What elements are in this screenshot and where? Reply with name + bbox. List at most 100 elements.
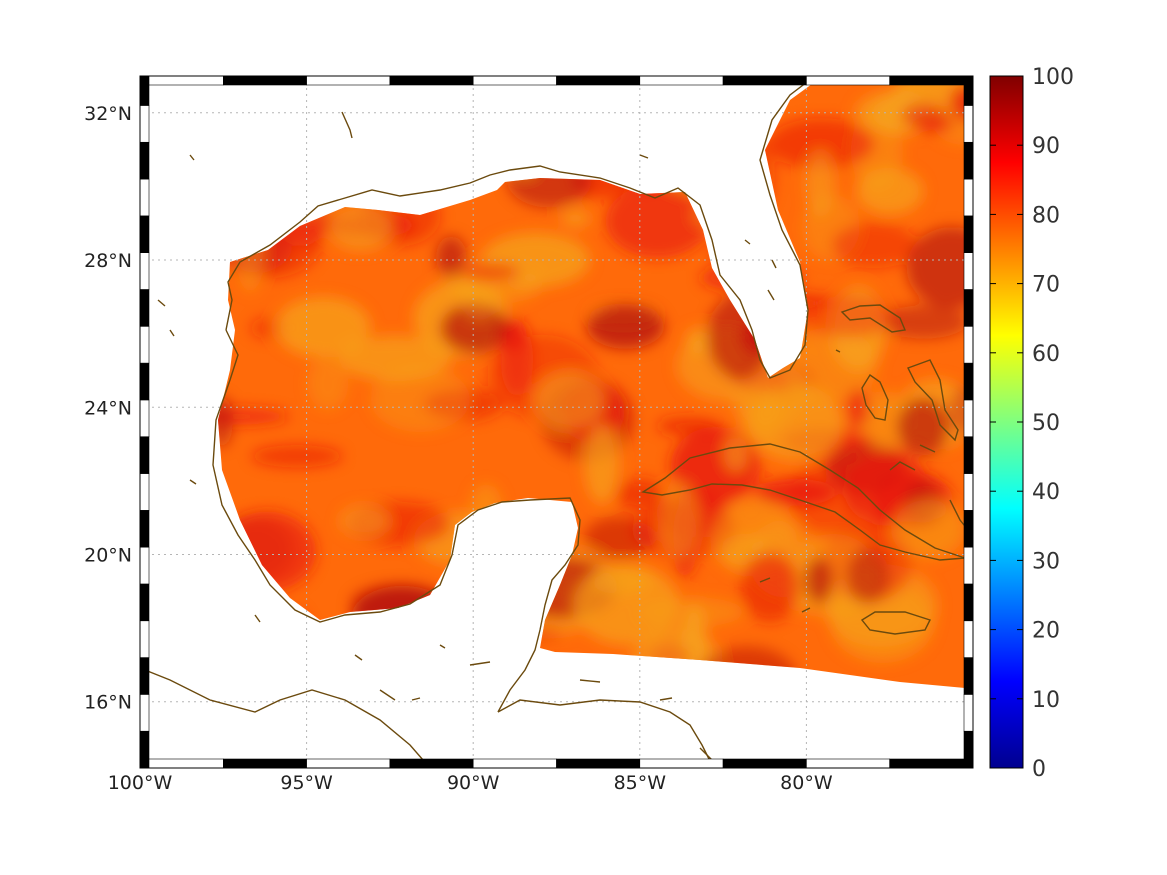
border-segment-right xyxy=(963,289,974,327)
coastline-cuba xyxy=(641,443,966,561)
colorbar-tick-label: 60 xyxy=(1032,342,1060,367)
lat-tick-label: 20°N xyxy=(84,545,132,567)
lat-tick-label: 28°N xyxy=(84,250,132,272)
border-segment-left xyxy=(139,325,150,364)
field-patch xyxy=(275,296,371,358)
border-segment-top xyxy=(306,75,391,86)
field-patch xyxy=(605,184,711,258)
border-segment-right xyxy=(963,399,974,438)
border-segment-bottom xyxy=(889,758,974,769)
map-frame xyxy=(139,75,974,769)
border-segment-left xyxy=(139,399,150,438)
border-segment-right xyxy=(963,730,974,769)
lon-tick-label: 95°W xyxy=(280,772,333,794)
lat-tick-label: 24°N xyxy=(84,397,132,419)
colorbar-tick-label: 10 xyxy=(1032,688,1060,713)
field-patch xyxy=(723,434,749,472)
border-segment-left xyxy=(139,510,150,548)
field-patch xyxy=(328,204,393,251)
field-patch xyxy=(660,481,700,560)
border-segment-top xyxy=(639,75,724,86)
border-segment-right xyxy=(963,694,974,732)
colorbar-tick-label: 100 xyxy=(1032,65,1074,90)
border-segment-right xyxy=(963,620,974,658)
border-segment-bottom xyxy=(306,758,391,769)
lon-tick-label: 100°W xyxy=(108,772,173,794)
field-patch xyxy=(845,388,870,429)
field-patch xyxy=(370,366,470,433)
field-patch xyxy=(500,321,534,397)
field-patch xyxy=(906,226,965,309)
border-segment-right xyxy=(963,75,974,106)
lon-tick-label: 90°W xyxy=(447,772,500,794)
border-segment-left xyxy=(139,141,150,180)
latitude-labels: 32°N 28°N 24°N 20°N 16°N xyxy=(84,103,132,714)
colorbar-tick-label: 50 xyxy=(1032,411,1060,436)
field-patch xyxy=(461,263,521,281)
field-patch xyxy=(435,235,467,278)
colorbar-tick-label: 0 xyxy=(1032,757,1046,782)
border-segment-left xyxy=(139,252,150,290)
border-segment-left xyxy=(139,473,150,511)
border-segment-right xyxy=(963,325,974,364)
border-segment-right xyxy=(963,215,974,253)
border-segment-left xyxy=(139,694,150,732)
border-segment-right xyxy=(963,362,974,401)
border-segment-bottom xyxy=(389,758,474,769)
coastline-jamaica xyxy=(860,611,931,635)
border-segment-top xyxy=(556,75,641,86)
field-patch xyxy=(934,106,965,145)
coastline-mexico-gulf xyxy=(212,329,581,713)
colorbar-tick-label: 90 xyxy=(1032,134,1060,159)
border-segment-left xyxy=(139,620,150,658)
coastline-islets xyxy=(157,111,811,761)
border-segment-top xyxy=(139,75,224,86)
coastline-us-gulf xyxy=(225,76,816,379)
border-segment-bottom xyxy=(139,758,224,769)
lat-tick-label: 32°N xyxy=(84,103,132,125)
border-segment-left xyxy=(139,436,150,474)
field-patch xyxy=(307,356,349,411)
field-patch xyxy=(949,385,965,435)
border-segment-left xyxy=(139,75,150,106)
border-segment-top xyxy=(806,75,891,86)
border-segment-left xyxy=(139,289,150,327)
border-segment-left xyxy=(139,105,150,143)
border-segment-right xyxy=(963,105,974,143)
border-segment-right xyxy=(963,657,974,695)
coastline-bahamas-andros xyxy=(861,374,889,421)
field-patch xyxy=(561,208,590,228)
border-segment-right xyxy=(963,141,974,180)
border-segment-top xyxy=(389,75,474,86)
border-segment-left xyxy=(139,362,150,401)
field-patch xyxy=(804,556,834,604)
border-segment-right xyxy=(963,436,974,474)
border-segment-bottom xyxy=(639,758,724,769)
colorbar-tick-label: 40 xyxy=(1032,480,1060,505)
border-segment-right xyxy=(963,583,974,622)
border-segment-left xyxy=(139,657,150,695)
field-patch xyxy=(218,395,234,448)
border-segment-top xyxy=(722,75,807,86)
border-segment-right xyxy=(963,546,974,585)
border-segment-right xyxy=(963,473,974,511)
border-segment-right xyxy=(963,510,974,548)
colorbar-tick-label: 70 xyxy=(1032,273,1060,298)
coastline-bahamas-abaco xyxy=(840,304,906,333)
field-patch xyxy=(805,150,836,218)
border-segment-left xyxy=(139,730,150,769)
border-segment-right xyxy=(963,252,974,290)
border-segment-right xyxy=(963,178,974,217)
field-patch xyxy=(739,552,801,622)
field-patch xyxy=(339,504,390,538)
field-patch xyxy=(251,445,343,468)
field-patch xyxy=(901,102,948,130)
field-patch xyxy=(746,384,844,461)
field-patch xyxy=(846,548,890,604)
lon-tick-label: 85°W xyxy=(614,772,667,794)
colorbar-tick-label: 20 xyxy=(1032,619,1060,644)
border-segment-bottom xyxy=(556,758,641,769)
